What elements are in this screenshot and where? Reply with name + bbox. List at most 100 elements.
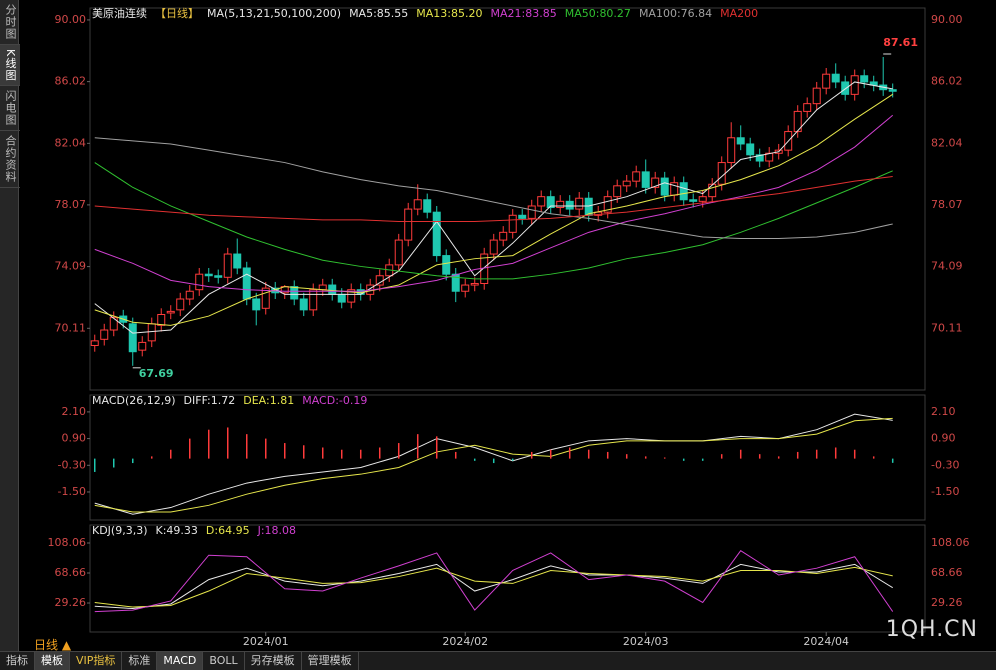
candle-body xyxy=(537,196,546,207)
candle-body xyxy=(309,289,318,311)
legend-text: MACD(26,12,9) xyxy=(92,394,176,407)
y-tick-label-right: 74.09 xyxy=(931,260,963,273)
candle-body xyxy=(176,298,185,311)
y-tick-label-right: -0.30 xyxy=(931,458,959,471)
candle-body xyxy=(261,287,270,309)
candle-body xyxy=(185,290,194,300)
series-line xyxy=(94,176,893,222)
candle-body xyxy=(195,273,204,291)
candle-body xyxy=(546,196,555,209)
candle-body xyxy=(394,239,403,266)
y-tick-label: 29.26 xyxy=(55,596,87,609)
legend-text: 美原油连续 xyxy=(92,6,147,20)
candle-body xyxy=(337,293,346,303)
candle-body xyxy=(214,275,223,278)
tab[interactable]: BOLL xyxy=(203,652,245,670)
legend-text: KDJ(9,3,3) xyxy=(92,524,148,537)
y-tick-label-right: 82.04 xyxy=(931,136,963,149)
legend-text: 【日线】 xyxy=(155,6,199,20)
candle-body xyxy=(461,284,470,292)
x-tick-label: 2024/01 xyxy=(243,635,289,648)
candle-body xyxy=(755,154,764,162)
candle-body xyxy=(641,171,650,188)
side-tab[interactable]: 闪电图 xyxy=(0,86,20,132)
y-tick-label: 70.11 xyxy=(55,321,87,334)
candle-body xyxy=(290,286,299,300)
candle-body xyxy=(527,205,536,219)
candle-body xyxy=(651,177,660,188)
y-tick-label-right: 108.06 xyxy=(931,536,970,549)
y-tick-label-right: 78.07 xyxy=(931,198,963,211)
candle-body xyxy=(252,298,261,311)
side-tab[interactable]: 合约资料 xyxy=(0,131,20,189)
y-tick-label: 78.07 xyxy=(55,198,87,211)
tab[interactable]: VIP指标 xyxy=(70,652,123,670)
candle-body xyxy=(803,103,812,112)
candle-body xyxy=(822,73,831,89)
candle-body xyxy=(328,284,337,295)
y-tick-label-right: 2.10 xyxy=(931,405,956,418)
candle-body xyxy=(90,340,99,347)
candle-body xyxy=(888,89,897,92)
legend-text: MA200 xyxy=(720,7,758,20)
series-line xyxy=(94,81,893,334)
candle-body xyxy=(708,183,717,198)
tab[interactable]: 另存模板 xyxy=(245,652,302,670)
y-tick-label: 90.00 xyxy=(55,13,87,26)
legend-text: DEA:1.81 xyxy=(243,394,294,407)
candle-body xyxy=(470,282,479,286)
candle-body xyxy=(717,162,726,185)
candle-body xyxy=(233,253,242,269)
y-tick-label: 82.04 xyxy=(55,136,87,149)
candle-body xyxy=(242,267,251,300)
candle-body xyxy=(518,214,527,219)
y-tick-label-right: -1.50 xyxy=(931,485,959,498)
candle-body xyxy=(413,199,422,210)
legend-text: MA50:80.27 xyxy=(565,7,631,20)
candle-body xyxy=(147,323,156,342)
legend-text: MA13:85.20 xyxy=(416,7,482,20)
chart: 90.00 90.00 86.02 86.02 82.04 82.04 78.07 78.07… xyxy=(48,6,970,648)
y-tick-label: 74.09 xyxy=(55,260,87,273)
candle-body xyxy=(423,199,432,213)
y-tick-label: 2.10 xyxy=(62,405,87,418)
candle-body xyxy=(109,317,118,331)
side-tab[interactable]: 分时图 xyxy=(0,0,20,45)
y-tick-label-right: 68.66 xyxy=(931,566,963,579)
x-tick-label: 2024/04 xyxy=(803,635,849,648)
y-tick-label-right: 0.90 xyxy=(931,432,956,445)
y-tick-label: -0.30 xyxy=(58,458,86,471)
candle-body xyxy=(128,323,137,353)
candle-body xyxy=(698,196,707,202)
tab[interactable]: 管理模板 xyxy=(302,652,359,670)
candle-body xyxy=(860,75,869,83)
side-tab[interactable]: K线图 xyxy=(0,45,20,87)
x-tick-label: 2024/02 xyxy=(442,635,488,648)
y-tick-label: -1.50 xyxy=(58,485,86,498)
candle-body xyxy=(166,310,175,314)
x-tick-label: 2024/03 xyxy=(623,635,669,648)
tab[interactable]: 指标 xyxy=(0,652,35,670)
candle-body xyxy=(660,177,669,196)
legend-text: MA(5,13,21,50,100,200) xyxy=(207,7,341,20)
candle-body xyxy=(499,231,508,241)
y-tick-label: 108.06 xyxy=(48,536,87,549)
candle-body xyxy=(565,200,574,210)
series-line xyxy=(94,417,893,513)
candle-body xyxy=(603,196,612,213)
tab[interactable]: MACD xyxy=(157,652,204,670)
tab-bar: 指标 模板 VIP指标 标准 MACD BOLL 另存模板 管理模板 xyxy=(0,651,996,670)
candle-body xyxy=(793,110,802,133)
series-line xyxy=(94,549,894,613)
candle-body xyxy=(812,87,821,105)
tab[interactable]: 模板 xyxy=(35,652,70,670)
legend-text: MA21:83.85 xyxy=(491,7,557,20)
candle-body xyxy=(746,143,755,156)
low-label: 67.69 xyxy=(139,367,174,380)
candle-body xyxy=(841,81,850,95)
candle-body xyxy=(100,329,109,340)
y-tick-label: 86.02 xyxy=(55,75,87,88)
tab[interactable]: 标准 xyxy=(122,652,158,670)
period-button[interactable]: 日线 ▲ xyxy=(34,638,72,652)
